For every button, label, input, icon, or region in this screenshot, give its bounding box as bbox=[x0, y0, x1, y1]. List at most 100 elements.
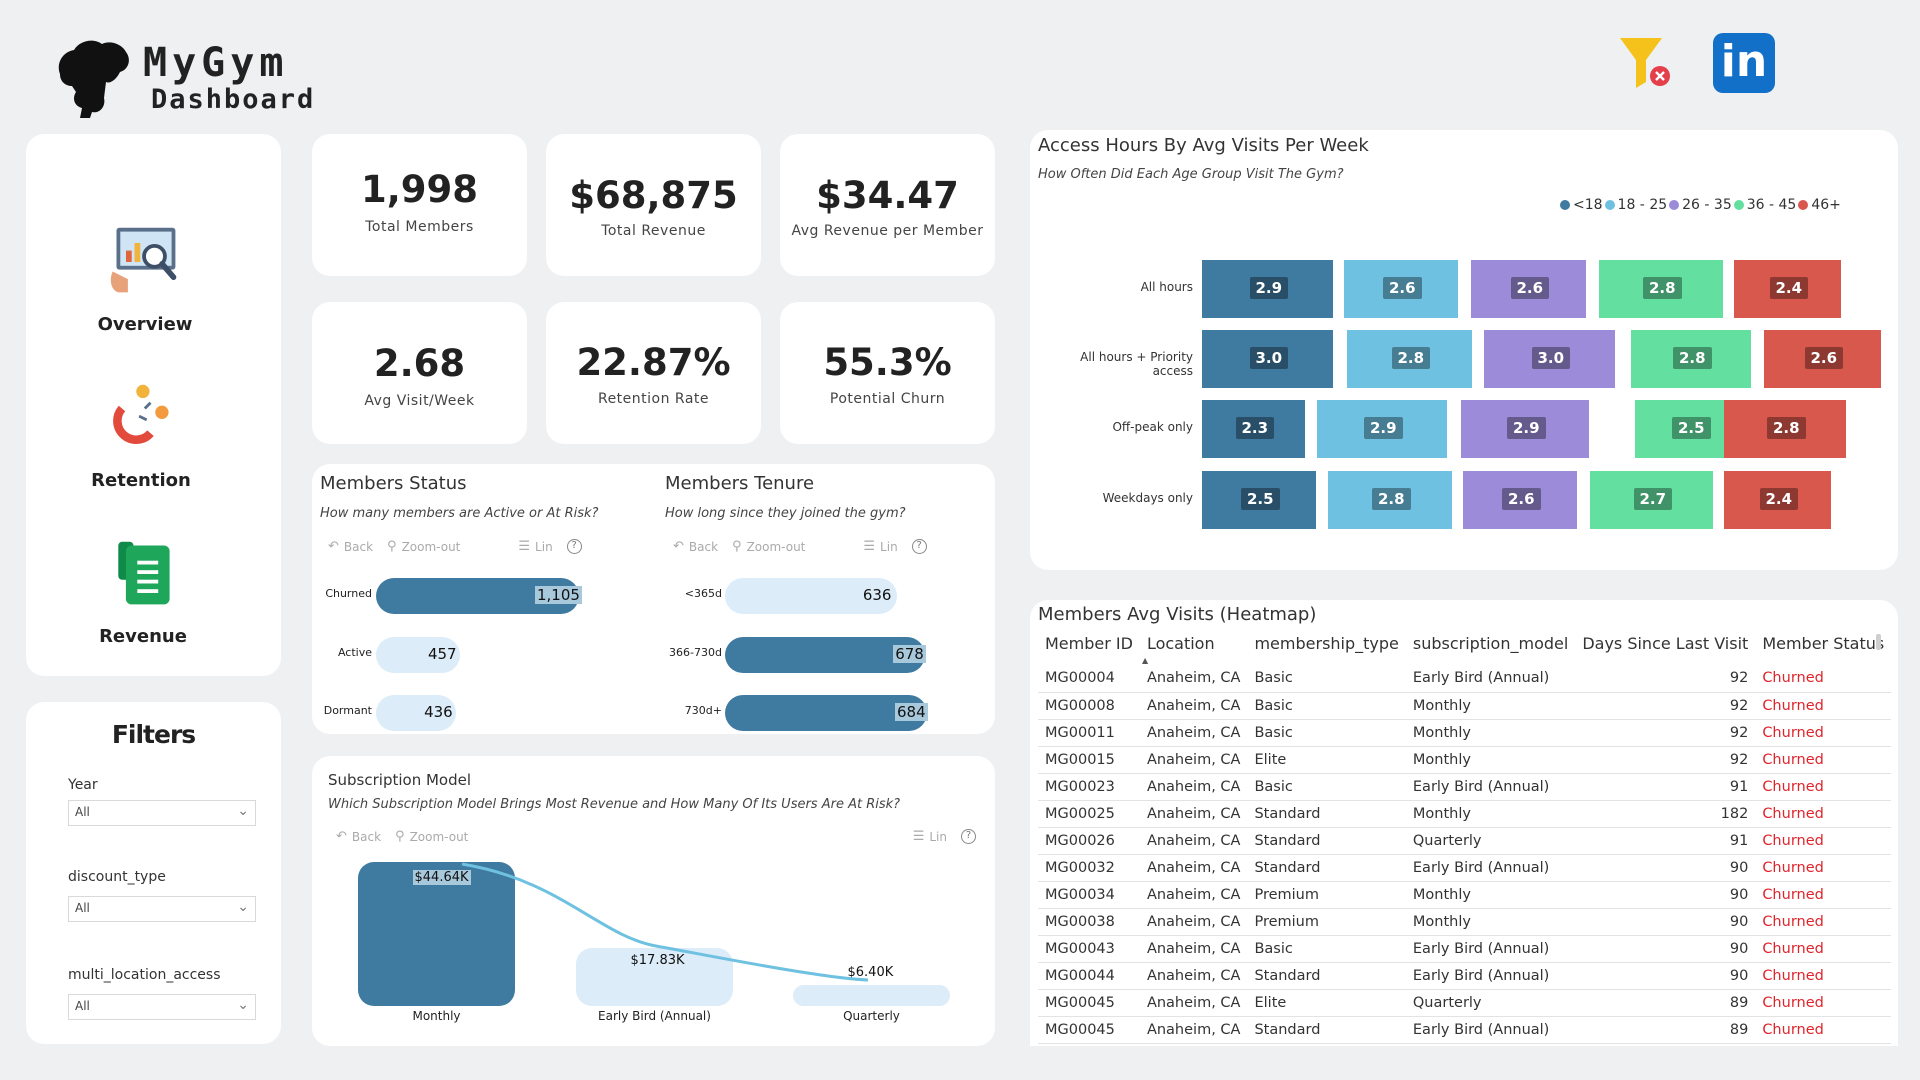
heatmap-cell[interactable] bbox=[1471, 260, 1586, 318]
legend-label: 46+ bbox=[1811, 197, 1841, 213]
heatmap-cell[interactable] bbox=[1764, 330, 1881, 388]
nav-item-retention[interactable]: Retention bbox=[56, 380, 226, 491]
table-cell: 89 bbox=[1575, 1016, 1756, 1044]
table-cell: Anaheim, CA bbox=[1139, 908, 1248, 936]
table-row[interactable]: MG00045 Anaheim, CA Standard Early Bird (An… bbox=[1038, 1016, 1892, 1044]
table-cell: MG00011 bbox=[1038, 719, 1140, 747]
heatmap-cell[interactable] bbox=[1202, 471, 1316, 529]
table-cell: Churned bbox=[1755, 935, 1892, 963]
table-cell: Early Bird (Annual) bbox=[1405, 773, 1576, 801]
subscription-title: Subscription Model bbox=[328, 771, 472, 789]
heatmap-row-label: All hours + Priority access bbox=[1080, 350, 1193, 378]
multi-location-access-select[interactable]: All ⌄ bbox=[68, 994, 256, 1020]
help-icon[interactable]: ? bbox=[961, 829, 976, 844]
table-row[interactable]: MG00011 Anaheim, CA Basic Monthly 92 Churned bbox=[1038, 719, 1892, 747]
members-tenure-toolbar: ↶ Back ⚲ Zoom-out ☰ Lin ? bbox=[673, 539, 927, 554]
bar-category-label: <365d bbox=[684, 587, 722, 600]
table-row[interactable]: MG00032 Anaheim, CA Standard Early Bird (An… bbox=[1038, 854, 1892, 882]
table-row[interactable]: MG00045 Anaheim, CA Elite Quarterly 89 Churne… bbox=[1038, 989, 1892, 1017]
heatmap-cell[interactable] bbox=[1328, 471, 1452, 529]
heatmap-cell[interactable] bbox=[1599, 260, 1723, 318]
heatmap-cell[interactable] bbox=[1202, 330, 1333, 388]
zoom-out-button[interactable]: ⚲ Zoom-out bbox=[732, 539, 805, 554]
heatmap-cell[interactable] bbox=[1590, 471, 1713, 529]
heatmap-cell[interactable] bbox=[1463, 471, 1577, 529]
back-button[interactable]: ↶ Back bbox=[328, 539, 373, 554]
heatmap-cell[interactable] bbox=[1202, 400, 1305, 458]
bar[interactable] bbox=[376, 637, 460, 673]
column-header-location[interactable]: Location bbox=[1146, 634, 1215, 653]
bar[interactable] bbox=[725, 695, 927, 731]
table-row[interactable]: MG00023 Anaheim, CA Basic Early Bird (Annua… bbox=[1038, 773, 1892, 801]
table-row[interactable]: MG00043 Anaheim, CA Basic Early Bird (Annua… bbox=[1038, 935, 1892, 963]
kpi-value: $34.47 bbox=[816, 174, 959, 217]
table-cell: MG00045 bbox=[1038, 1016, 1140, 1044]
lin-button[interactable]: ☰ Lin bbox=[863, 539, 897, 554]
table-row[interactable]: MG00008 Anaheim, CA Basic Monthly 92 Churned bbox=[1038, 692, 1892, 720]
table-row[interactable]: MG00044 Anaheim, CA Standard Early Bird (An… bbox=[1038, 962, 1892, 990]
back-button[interactable]: ↶ Back bbox=[673, 539, 718, 554]
heatmap-cell[interactable] bbox=[1202, 260, 1333, 318]
members-tenure-subtitle: How long since they joined the gym? bbox=[665, 506, 906, 521]
kpi-label: Potential Churn bbox=[829, 391, 946, 407]
heatmap-cell[interactable] bbox=[1344, 260, 1458, 318]
table-scrollbar[interactable] bbox=[1876, 634, 1881, 650]
table-row[interactable]: MG00034 Anaheim, CA Premium Monthly 90 Churne… bbox=[1038, 881, 1892, 909]
help-icon[interactable]: ? bbox=[911, 539, 927, 554]
bar[interactable] bbox=[725, 578, 897, 614]
table-row[interactable]: MG00015 Anaheim, CA Elite Monthly 92 Churned bbox=[1038, 746, 1892, 774]
nav-item-revenue[interactable]: Revenue bbox=[58, 536, 228, 647]
table-cell: MG00044 bbox=[1038, 962, 1140, 990]
back-icon: ↶ bbox=[336, 829, 347, 844]
zoom-out-button[interactable]: ⚲ Zoom-out bbox=[387, 539, 460, 554]
heatmap-cell[interactable] bbox=[1484, 330, 1615, 388]
heatmap-value-label: 2.9 bbox=[1507, 417, 1546, 439]
table-row[interactable]: MG00038 Anaheim, CA Premium Monthly 90 Churne… bbox=[1038, 908, 1892, 936]
bar[interactable] bbox=[725, 637, 926, 673]
help-icon[interactable]: ? bbox=[566, 539, 582, 554]
subscription-toolbar: ↶ Back ⚲ Zoom-out ☰ Lin ? bbox=[336, 829, 976, 844]
heatmap-cell[interactable] bbox=[1724, 471, 1831, 529]
heatmap-cell[interactable] bbox=[1317, 400, 1447, 458]
legend-swatch bbox=[1604, 200, 1615, 210]
bar[interactable] bbox=[793, 985, 950, 1006]
heatmap-row-label: All hours bbox=[1140, 280, 1193, 294]
bar[interactable] bbox=[376, 695, 457, 731]
app-title: MyGym bbox=[143, 40, 289, 86]
nav-item-overview[interactable]: Overview bbox=[60, 224, 230, 335]
column-header-days-since-last-visit[interactable]: Days Since Last Visit bbox=[1582, 634, 1749, 653]
column-header-subscription-model[interactable]: subscription_model bbox=[1412, 634, 1569, 653]
linkedin-icon[interactable]: in bbox=[1713, 33, 1775, 93]
zoom-out-button[interactable]: ⚲ Zoom-out bbox=[395, 829, 468, 844]
table-row[interactable]: MG00025 Anaheim, CA Standard Monthly 182 Chur… bbox=[1038, 800, 1892, 828]
column-header-member-status[interactable]: Member Status bbox=[1762, 634, 1885, 653]
heatmap-cell[interactable] bbox=[1724, 400, 1846, 458]
discount-type-select[interactable]: All ⌄ bbox=[68, 896, 256, 922]
table-cell: Basic bbox=[1247, 773, 1406, 801]
bar-category-label: Active bbox=[337, 646, 372, 659]
table-cell: Early Bird (Annual) bbox=[1405, 1016, 1576, 1044]
bar-value-label: 684 bbox=[895, 703, 928, 721]
table-row[interactable]: MG00004 Anaheim, CA Basic Early Bird (Annua… bbox=[1038, 665, 1892, 693]
discount-type-select-value: All bbox=[75, 901, 90, 915]
bar-value-label: $6.40K bbox=[847, 965, 894, 981]
heatmap-cell[interactable] bbox=[1734, 260, 1841, 318]
heatmap-cell[interactable] bbox=[1631, 330, 1751, 388]
heatmap-value-label: 3.0 bbox=[1249, 347, 1289, 369]
back-button[interactable]: ↶ Back bbox=[336, 829, 381, 844]
table-cell: 89 bbox=[1575, 989, 1756, 1017]
heatmap-cell[interactable] bbox=[1347, 330, 1472, 388]
kpi-label: Avg Visit/Week bbox=[364, 393, 475, 409]
filter-clear-icon[interactable] bbox=[1616, 34, 1678, 92]
table-cell: Anaheim, CA bbox=[1139, 935, 1248, 963]
table-row[interactable]: MG00026 Anaheim, CA Standard Quarterly 91 Chu… bbox=[1038, 827, 1892, 855]
heatmap-value-label: 2.4 bbox=[1769, 277, 1809, 299]
heatmap-cell[interactable] bbox=[1461, 400, 1589, 458]
table-cell: Premium bbox=[1247, 881, 1406, 909]
lin-button[interactable]: ☰ Lin bbox=[518, 539, 552, 554]
column-header-membership-type[interactable]: membership_type bbox=[1254, 634, 1399, 653]
column-header-member-id[interactable]: Member ID bbox=[1045, 634, 1133, 653]
members-status-subtitle: How many members are Active or At Risk? bbox=[320, 506, 599, 521]
year-select[interactable]: All ⌄ bbox=[68, 800, 256, 826]
lin-button[interactable]: ☰ Lin bbox=[913, 829, 947, 844]
